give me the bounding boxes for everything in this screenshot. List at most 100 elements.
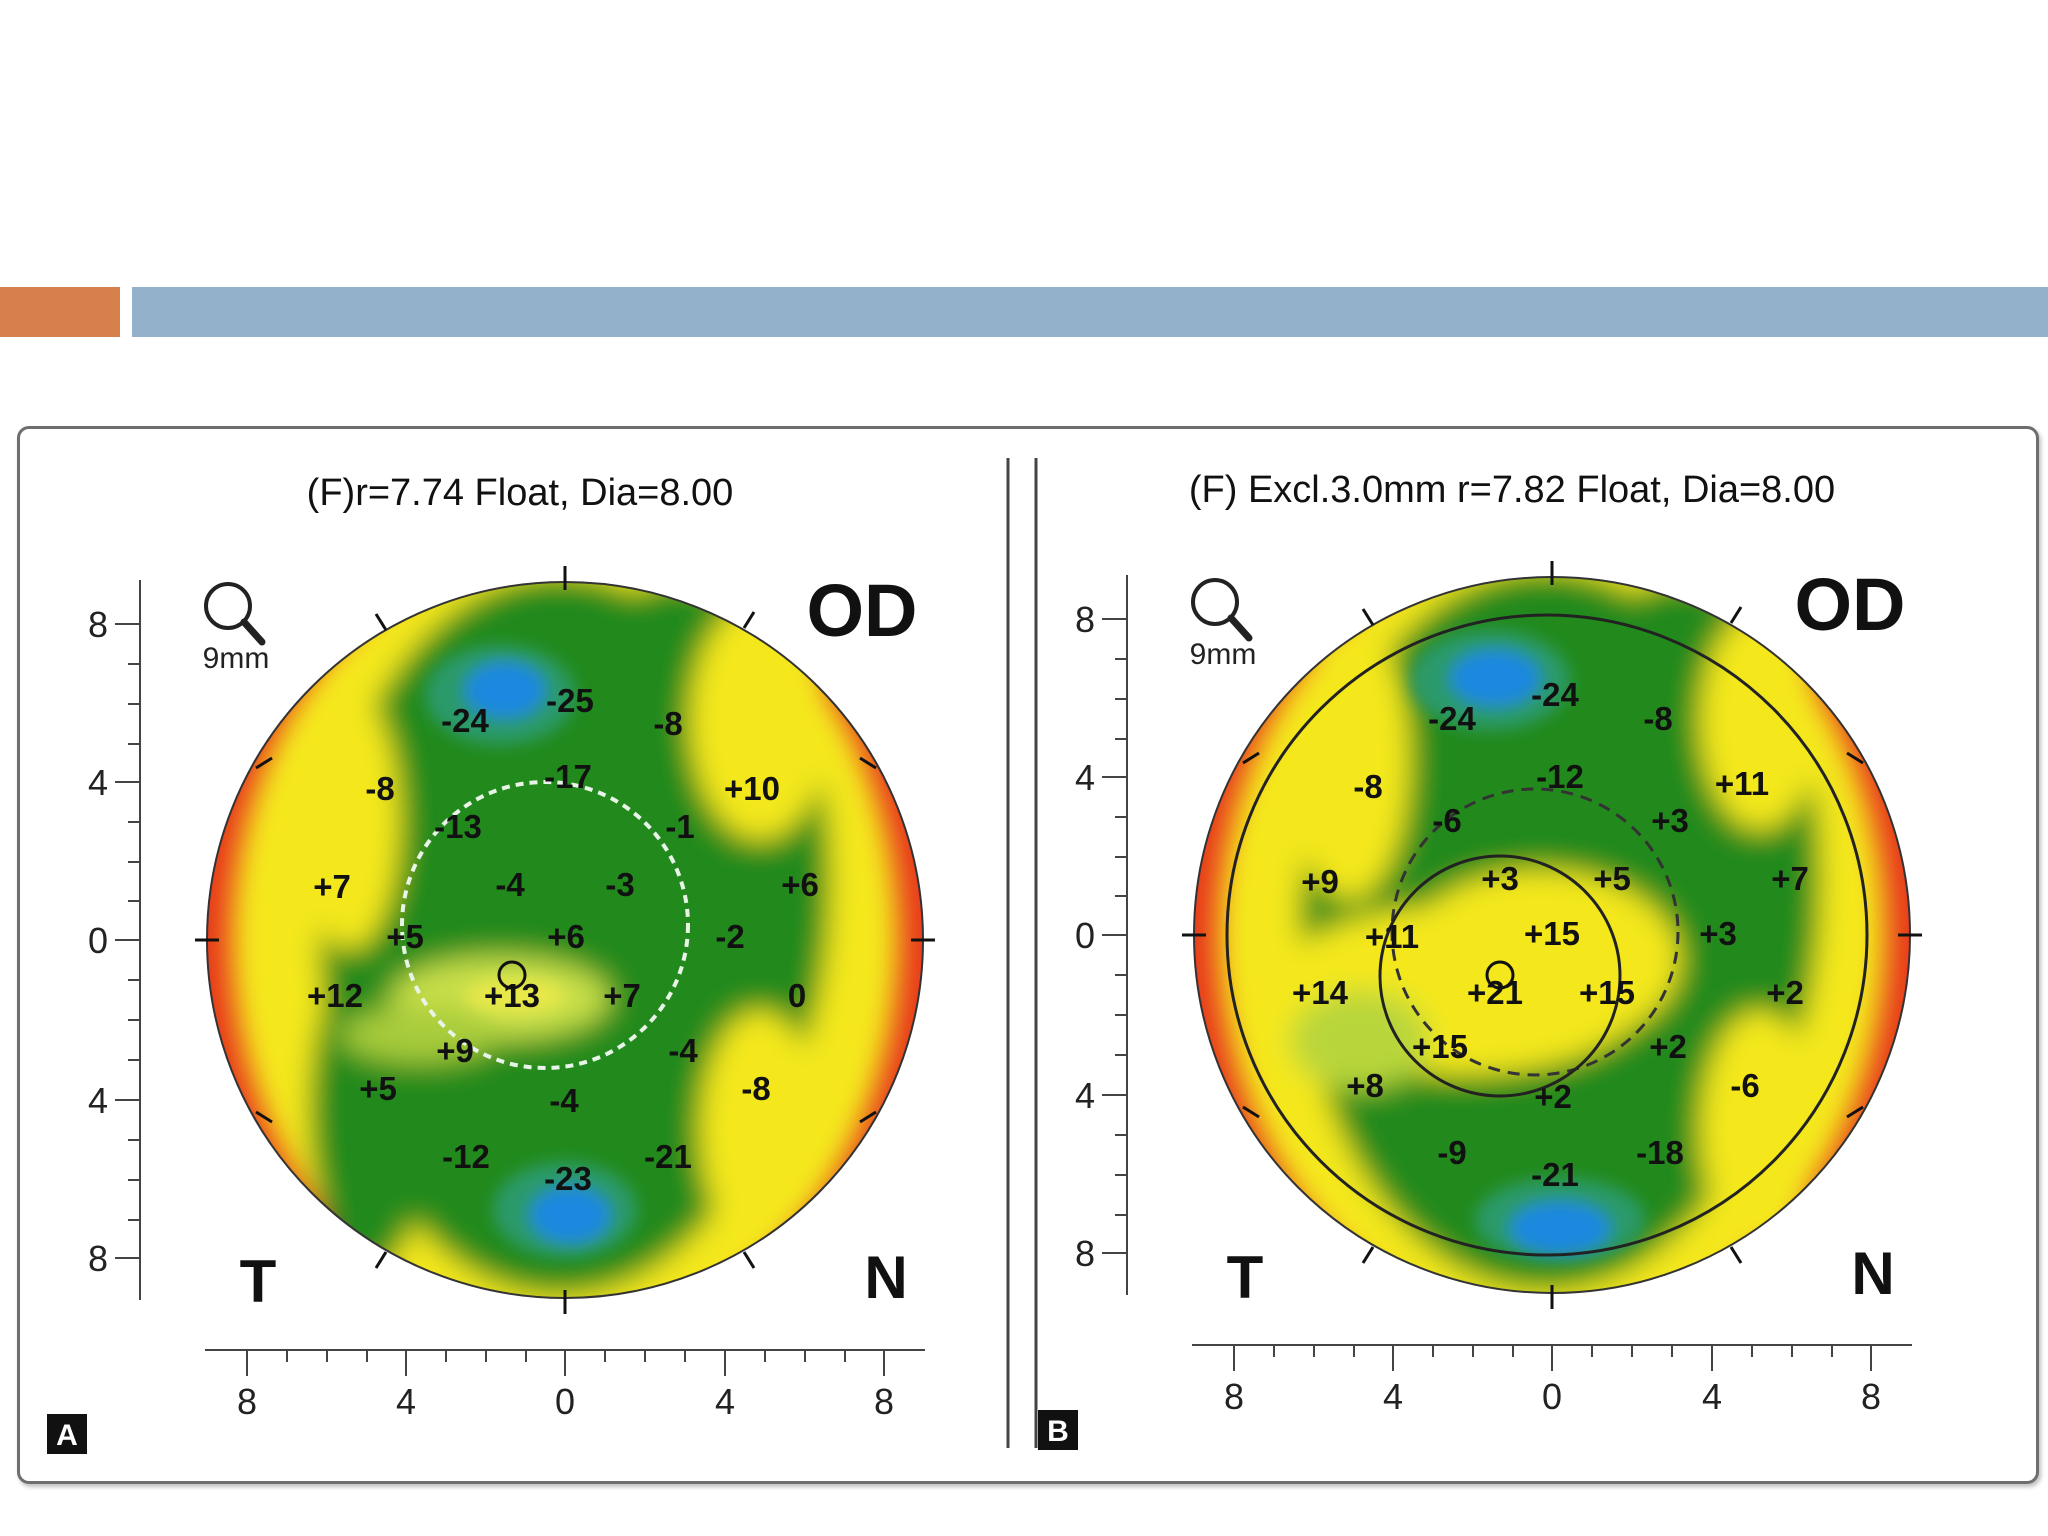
y-tick-label: 8 <box>88 604 108 645</box>
elevation-value: -9 <box>1437 1134 1466 1171</box>
elevation-value: -8 <box>741 1070 770 1107</box>
elevation-value: +9 <box>1301 863 1339 900</box>
elevation-value: -6 <box>1730 1067 1759 1104</box>
elevation-value: -8 <box>1643 700 1672 737</box>
map-title: (F)r=7.74 Float, Dia=8.00 <box>307 472 734 514</box>
elevation-value: +11 <box>1365 918 1419 955</box>
zoom-icon[interactable]: 9mm <box>203 582 270 675</box>
x-tick-label: 8 <box>1861 1376 1881 1417</box>
panel-badge: B <box>1038 1410 1078 1450</box>
x-axis: 8 4 0 4 8 <box>1192 1344 1912 1417</box>
elevation-value: -17 <box>544 758 592 795</box>
elevation-value: +3 <box>1699 915 1737 952</box>
y-tick-label: 0 <box>88 920 108 961</box>
elevation-value: +15 <box>1412 1028 1468 1065</box>
elevation-value: +12 <box>307 977 363 1014</box>
elevation-value: -21 <box>644 1138 692 1175</box>
y-axis: 8 4 0 4 8 <box>88 580 141 1300</box>
elevation-value: -21 <box>1531 1156 1579 1193</box>
svg-text:B: B <box>1047 1415 1069 1448</box>
map-title: (F) Excl.3.0mm r=7.82 Float, Dia=8.00 <box>1189 469 1835 511</box>
x-tick-label: 4 <box>715 1381 735 1422</box>
elevation-value: +15 <box>1524 915 1580 952</box>
elevation-value: +11 <box>1715 765 1769 802</box>
elevation-value: -24 <box>1531 676 1579 713</box>
x-tick-label: 8 <box>874 1381 894 1422</box>
eye-label: OD <box>807 569 918 652</box>
y-tick-label: 4 <box>1075 1075 1095 1116</box>
eye-label: OD <box>1795 563 1906 646</box>
x-tick-label: 8 <box>1224 1376 1244 1417</box>
panel-a: (F)r=7.74 Float, Dia=8.00 <box>47 472 935 1454</box>
elevation-value: +3 <box>1651 802 1689 839</box>
elevation-value: +21 <box>1467 974 1523 1011</box>
elevation-value: +5 <box>1593 860 1631 897</box>
elevation-value: +7 <box>313 868 351 905</box>
elevation-value: -23 <box>544 1160 592 1197</box>
elevation-value: +2 <box>1766 974 1804 1011</box>
panel-b: (F) Excl.3.0mm r=7.82 Float, Dia=8.00 <box>1038 469 1922 1450</box>
elevation-value: -8 <box>365 770 394 807</box>
elevation-value: -1 <box>665 808 694 845</box>
y-tick-label: 8 <box>1075 1233 1095 1274</box>
elevation-value: 0 <box>788 977 806 1014</box>
elevation-value: +2 <box>1649 1028 1687 1065</box>
elevation-value: +6 <box>547 918 585 955</box>
y-tick-label: 4 <box>88 1080 108 1121</box>
x-tick-label: 0 <box>555 1381 575 1422</box>
elevation-values: -24 -24 -8 -8 -12 +11 -6 +3 +9 +3 +5 +7 … <box>1292 676 1809 1193</box>
elevation-value: -4 <box>668 1032 698 1069</box>
slide-title-bar <box>132 287 2048 337</box>
elevation-value: -12 <box>1536 758 1584 795</box>
y-tick-label: 8 <box>1075 599 1095 640</box>
zoom-icon[interactable]: 9mm <box>1190 578 1257 671</box>
elevation-value: -12 <box>442 1138 490 1175</box>
elevation-value: +5 <box>386 918 424 955</box>
nasal-label: N <box>1851 1240 1894 1307</box>
y-tick-label: 4 <box>1075 757 1095 798</box>
elevation-value: -4 <box>495 866 525 903</box>
x-tick-label: 4 <box>1702 1376 1722 1417</box>
slide-accent-bar <box>0 287 120 337</box>
elevation-value: -25 <box>546 682 594 719</box>
temporal-label: T <box>240 1248 277 1315</box>
nasal-label: N <box>864 1244 907 1311</box>
y-tick-label: 8 <box>88 1238 108 1279</box>
x-tick-label: 8 <box>237 1381 257 1422</box>
elevation-value: -13 <box>434 808 482 845</box>
elevation-value: +6 <box>781 866 819 903</box>
panel-badge: A <box>47 1414 87 1454</box>
y-tick-label: 4 <box>88 762 108 803</box>
x-tick-label: 4 <box>1383 1376 1403 1417</box>
x-tick-label: 4 <box>396 1381 416 1422</box>
elevation-map <box>1182 561 1922 1309</box>
elevation-value: -3 <box>605 866 634 903</box>
elevation-value: +9 <box>436 1032 474 1069</box>
elevation-value: +15 <box>1579 974 1635 1011</box>
elevation-value: -8 <box>653 705 682 742</box>
elevation-value: -6 <box>1432 802 1461 839</box>
elevation-value: +7 <box>1771 860 1809 897</box>
x-axis: 8 4 0 4 8 <box>205 1349 925 1422</box>
elevation-value: +8 <box>1346 1067 1384 1104</box>
elevation-value: +10 <box>724 770 780 807</box>
svg-text:A: A <box>56 1419 78 1452</box>
elevation-value: -4 <box>549 1082 579 1119</box>
y-tick-label: 0 <box>1075 915 1095 956</box>
zoom-label: 9mm <box>203 642 270 675</box>
elevation-value: +5 <box>359 1070 397 1107</box>
elevation-value: -24 <box>441 702 489 739</box>
x-tick-label: 0 <box>1542 1376 1562 1417</box>
temporal-label: T <box>1227 1244 1264 1311</box>
elevation-value: +2 <box>1534 1078 1572 1115</box>
elevation-values: -25 -24 -8 -8 -17 +10 -13 -1 +7 -4 -3 +6… <box>307 682 819 1197</box>
elevation-value: -18 <box>1636 1134 1684 1171</box>
y-axis: 8 4 0 4 8 <box>1075 575 1128 1295</box>
elevation-value: -2 <box>715 918 744 955</box>
zoom-label: 9mm <box>1190 638 1257 671</box>
elevation-value: -24 <box>1428 700 1476 737</box>
elevation-value: +14 <box>1292 974 1349 1011</box>
elevation-value: -8 <box>1353 768 1382 805</box>
elevation-value: +7 <box>603 977 641 1014</box>
